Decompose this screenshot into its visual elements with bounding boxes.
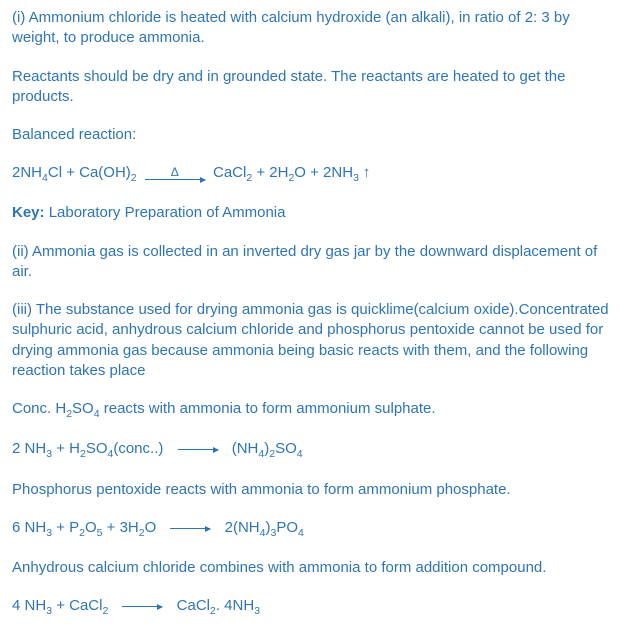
arrow-icon [170, 527, 210, 529]
eq2-r3: SO [275, 440, 297, 457]
eq2-l3: SO [86, 440, 108, 457]
eq2-l4: (conc..) [113, 440, 163, 457]
equation-2: 2 NH3 + H2SO4(conc..) (NH4)2SO4 [12, 439, 617, 461]
equation-4: 4 NH3 + CaCl2 CaCl2. 4NH3 [12, 596, 617, 618]
eq2-s6: 4 [297, 448, 303, 460]
eq4-s4: 3 [254, 605, 260, 617]
eq2-r1: (NH [232, 440, 259, 457]
eq1-r1: CaCl [213, 164, 246, 181]
eq3-l4: + 3H [103, 519, 139, 536]
eq2-l2: + H [52, 440, 80, 457]
key-label: Key: [12, 204, 49, 221]
p6a: Conc. H [12, 400, 66, 417]
arrow-line-icon [145, 179, 205, 180]
p6c: reacts with ammonia to form ammonium sul… [100, 400, 436, 417]
eq4-l1: 4 NH [12, 597, 46, 614]
eq1-mid1: Cl + Ca(OH) [48, 164, 131, 181]
para-4: (ii) Ammonia gas is collected in an inve… [12, 242, 617, 283]
eq3-l3: O [85, 519, 97, 536]
eq4-s2: 2 [102, 605, 108, 617]
eq3-l5: O [145, 519, 157, 536]
eq1-s5: 3 [353, 172, 359, 184]
para-3: Balanced reaction: [12, 125, 617, 145]
eq3-l2: + P [52, 519, 79, 536]
key-line: Key: Laboratory Preparation of Ammonia [12, 203, 617, 223]
para-6: Conc. H2SO4 reacts with ammonia to form … [12, 399, 617, 421]
para-2: Reactants should be dry and in grounded … [12, 67, 617, 108]
eq3-r3: PO [276, 519, 298, 536]
eq4-r2: . 4NH [216, 597, 254, 614]
eq1-left: 2NH [12, 164, 42, 181]
eq3-l1: 6 NH [12, 519, 46, 536]
eq3-r1: 2(NH [225, 519, 260, 536]
up-arrow-icon: ↑ [363, 163, 371, 183]
arrow-icon [178, 448, 218, 450]
equation-1: 2NH4Cl + Ca(OH)2 Δ CaCl2 + 2H2O + 2NH3↑ [12, 163, 617, 185]
eq3-s7: 4 [298, 527, 304, 539]
arrow-icon [122, 605, 162, 607]
equation-3: 6 NH3 + P2O5 + 3H2O 2(NH4)3PO4 [12, 518, 617, 540]
para-8: Anhydrous calcium chloride combines with… [12, 558, 617, 578]
para-7: Phosphorus pentoxide reacts with ammonia… [12, 480, 617, 500]
eq4-r1: CaCl [177, 597, 210, 614]
delta-arrow: Δ [145, 166, 205, 180]
delta-symbol: Δ [145, 166, 205, 178]
eq1-r3: O + 2NH [294, 164, 353, 181]
para-5: (iii) The substance used for drying ammo… [12, 300, 617, 381]
para-1: (i) Ammonium chloride is heated with cal… [12, 8, 617, 49]
eq1-r2: + 2H [252, 164, 288, 181]
key-text: Laboratory Preparation of Ammonia [49, 204, 286, 221]
eq2-l1: 2 NH [12, 440, 46, 457]
eq4-l2: + CaCl [52, 597, 102, 614]
eq1-s2: 2 [131, 172, 137, 184]
p6b: SO [72, 400, 94, 417]
